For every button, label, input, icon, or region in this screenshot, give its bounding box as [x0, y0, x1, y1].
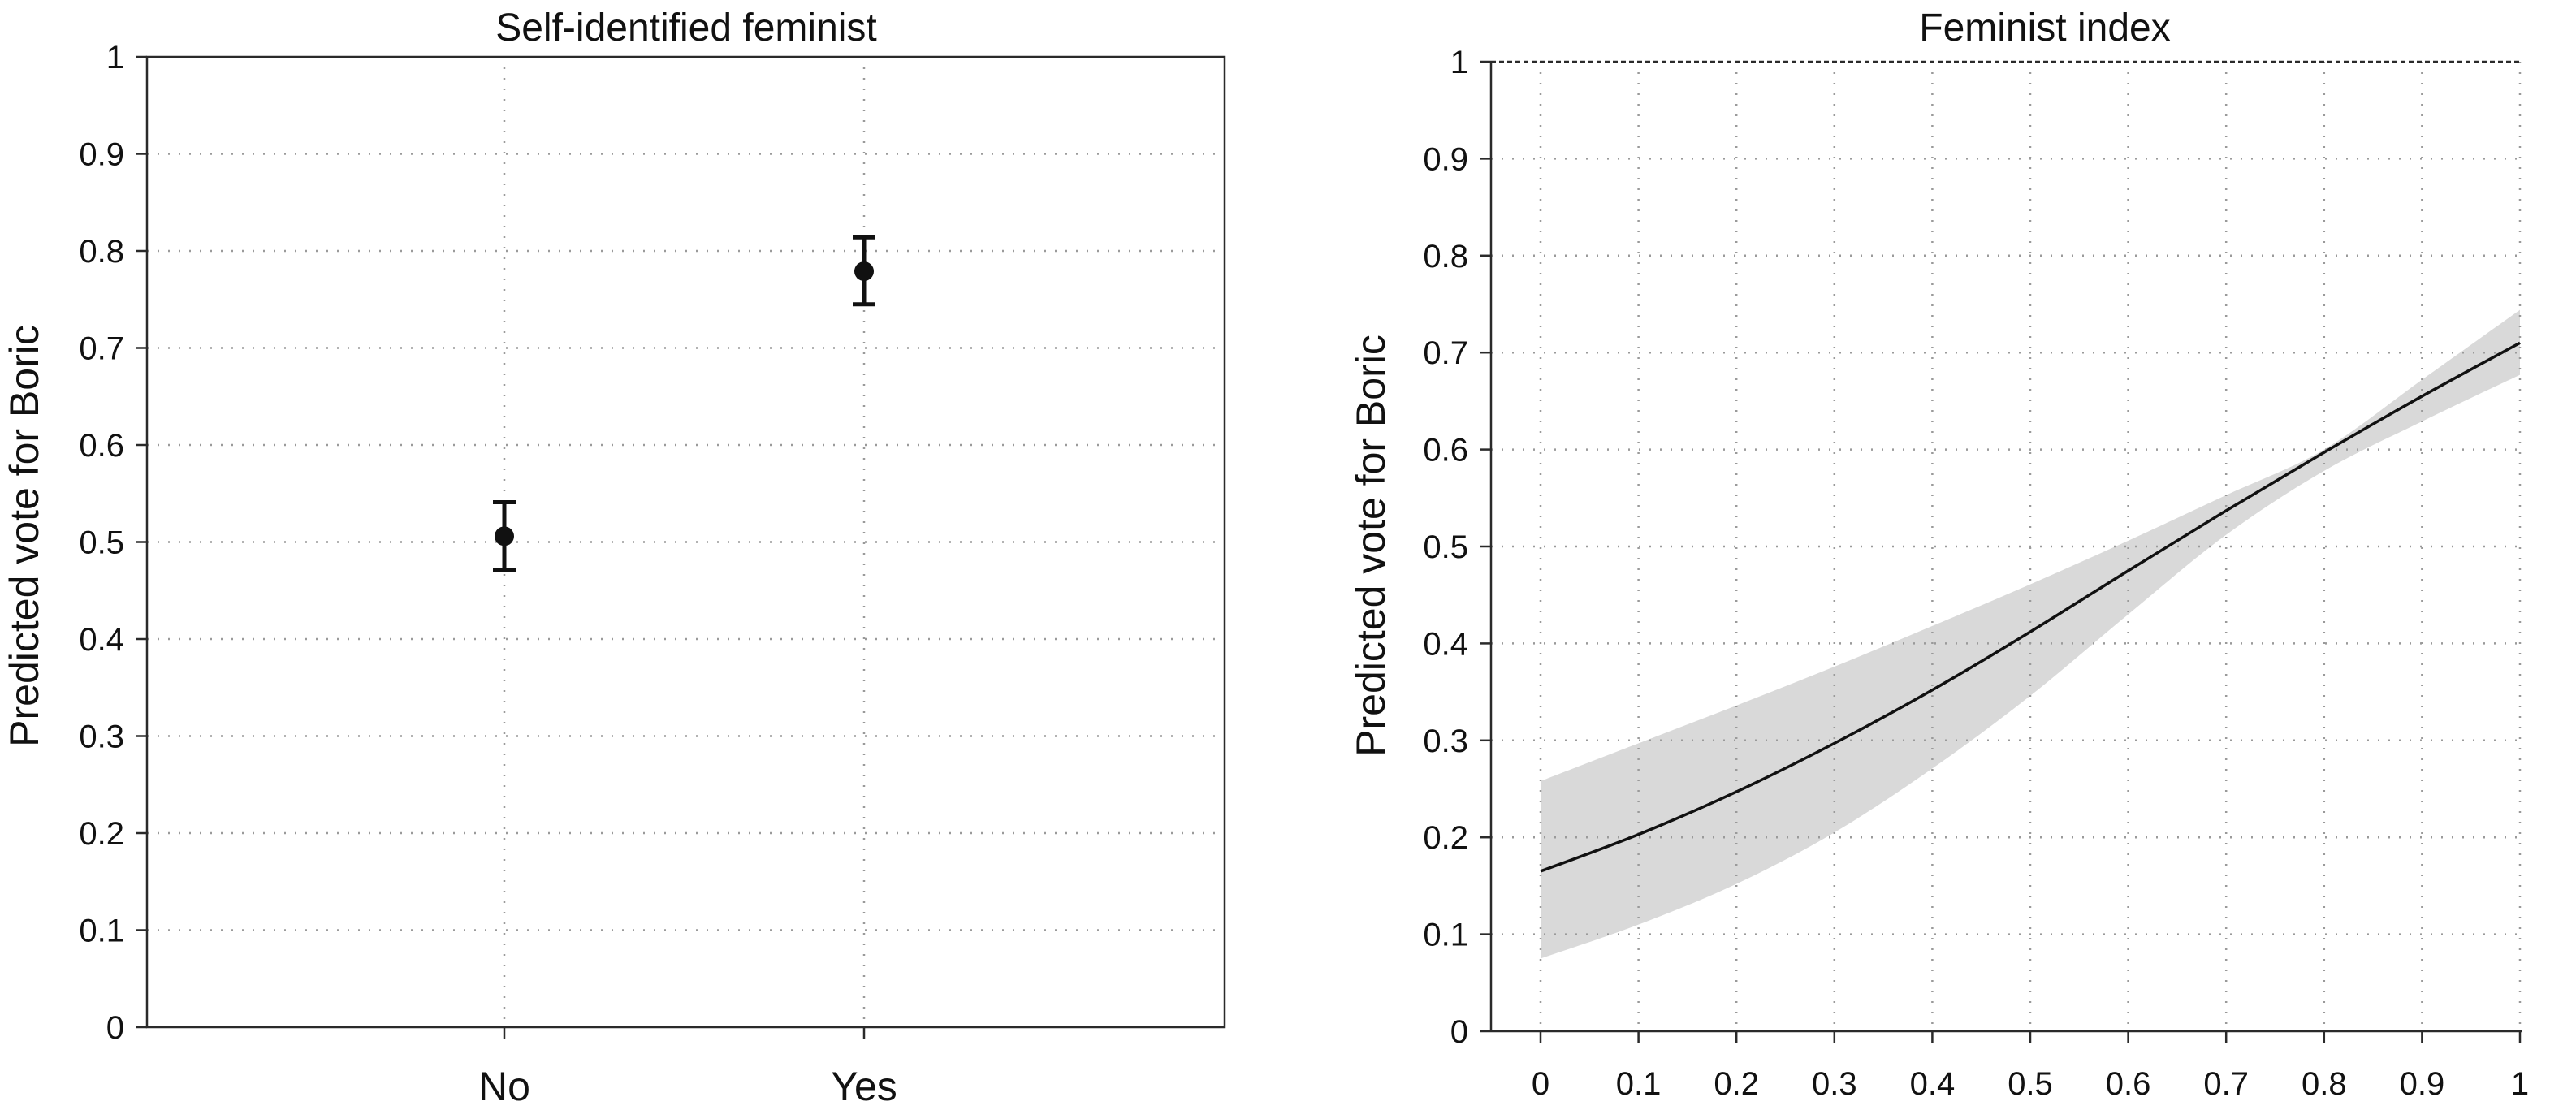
y-tick-label: 0: [1450, 1014, 1468, 1050]
y-tick-label: 0.1: [79, 913, 124, 949]
data-point-no: [493, 500, 516, 572]
x-tick-label: 0.8: [2302, 1066, 2347, 1102]
x-tick-label: Yes: [831, 1064, 897, 1109]
x-tick-label: No: [478, 1064, 530, 1109]
gridlines: [147, 57, 1225, 1027]
x-tick-label: 0.9: [2400, 1066, 2445, 1102]
panel-self-identified: Self-identified feminist Predicted vote …: [2, 6, 1226, 1109]
y-tick-label: 0.2: [1423, 820, 1468, 856]
y-tick-label: 0.1: [1423, 918, 1468, 953]
y-tick-label: 0.7: [1423, 335, 1468, 371]
x-tick-label: 1: [2511, 1066, 2529, 1102]
tick-marks: [136, 55, 866, 1039]
y-tick-label: 0.2: [79, 816, 124, 852]
axes: [1480, 60, 2522, 1043]
point-marker: [854, 261, 874, 282]
panel-title: Self-identified feminist: [495, 6, 877, 50]
y-tick-label: 0.6: [79, 428, 124, 464]
x-tick-label: 0.7: [2203, 1066, 2249, 1102]
y-tick-label: 0.7: [79, 331, 124, 367]
y-tick-labels: 0 0.1 0.2 0.3 0.4 0.5 0.6 0.7 0.8 0.9 1: [79, 40, 124, 1046]
y-tick-label: 0.3: [79, 719, 124, 755]
y-axis-label: Predicted vote for Boric: [2, 325, 47, 747]
x-tick-label: 0.1: [1616, 1066, 1662, 1102]
y-tick-label: 0.8: [1423, 239, 1468, 274]
y-tick-label: 0: [106, 1010, 124, 1046]
y-tick-label: 0.5: [79, 525, 124, 561]
x-tick-label: 0.4: [1910, 1066, 1956, 1102]
y-tick-labels: 0 0.1 0.2 0.3 0.4 0.5 0.6 0.7 0.8 0.9 1: [1423, 45, 1468, 1050]
y-tick-label: 0.6: [1423, 433, 1468, 469]
y-tick-label: 1: [1450, 45, 1468, 80]
y-axis-label: Predicted vote for Boric: [1348, 335, 1394, 757]
y-tick-label: 0.5: [1423, 529, 1468, 565]
prediction-curve: [1540, 341, 2521, 873]
y-tick-label: 1: [106, 40, 124, 76]
panel-title: Feminist index: [1919, 6, 2170, 50]
confidence-band: [1541, 309, 2520, 959]
x-tick-labels: No Yes: [478, 1064, 897, 1109]
y-tick-label: 0.3: [1423, 723, 1468, 759]
x-tick-label: 0.6: [2106, 1066, 2151, 1102]
ci-band-area: [1541, 309, 2520, 959]
data-points: [493, 235, 875, 572]
y-tick-label: 0.8: [79, 234, 124, 270]
data-point-yes: [853, 235, 875, 307]
y-tick-label: 0.4: [79, 622, 124, 658]
x-tick-label: 0.3: [1812, 1066, 1857, 1102]
x-tick-label: 0.5: [2008, 1066, 2053, 1102]
panel-feminist-index: Feminist index Predicted vote for Boric …: [1348, 6, 2529, 1102]
y-tick-label: 0.9: [79, 137, 124, 173]
x-tick-labels: 0 0.1 0.2 0.3 0.4 0.5 0.6 0.7 0.8 0.9 1: [1532, 1066, 2529, 1102]
prediction-line: [1540, 341, 2521, 873]
x-tick-label: 0.2: [1714, 1066, 1759, 1102]
y-tick-label: 0.9: [1423, 141, 1468, 177]
x-tick-label: 0: [1532, 1066, 1549, 1102]
y-tick-label: 0.4: [1423, 626, 1468, 662]
point-marker: [495, 526, 514, 546]
